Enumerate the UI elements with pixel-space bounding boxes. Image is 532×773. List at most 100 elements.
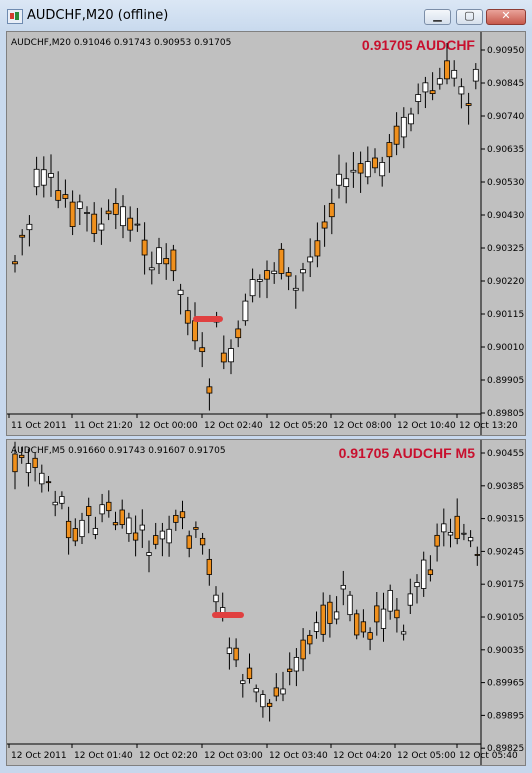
candle-body [236,329,241,338]
candle-body [40,473,45,484]
candle-body [435,535,440,546]
candle-body [26,464,31,473]
candle-body [147,553,152,556]
price-tick-label: 0.90845 [487,79,524,89]
candle-body [293,288,298,290]
candle-body [221,353,226,362]
candle-body [157,248,162,264]
price-tick-label: 0.90385 [487,482,524,492]
candle-body [73,528,78,540]
candle-body [227,648,232,654]
candle-body [34,169,39,186]
candle-body [85,213,90,214]
candle-body [241,681,246,684]
candle-body [437,79,442,84]
candle-body [153,536,158,545]
candle-body [13,454,18,472]
close-button[interactable]: ✕ [486,9,526,25]
candle-body [394,126,399,144]
candle-body [375,606,380,622]
price-tick-label: 0.90035 [487,646,524,656]
chart-m20-canvas[interactable]: AUDCHF,M20 0.91046 0.91743 0.90953 0.917… [7,32,525,435]
candle-body [250,280,255,296]
candle-body [281,689,286,694]
candle-body [314,623,319,632]
candle-body [401,117,406,137]
candle-body [60,497,65,504]
candle-body [351,170,356,172]
candle-body [70,202,75,226]
candle-body [127,518,131,534]
time-tick-label: 12 Oct 03:00 [204,751,263,761]
time-tick-label: 12 Oct 13:20 [459,421,518,431]
time-tick-label: 12 Oct 01:40 [74,751,133,761]
candle-body [113,523,118,525]
candle-body [149,268,154,270]
candle-body [107,502,112,510]
candle-body [164,258,169,263]
time-tick-label: 12 Oct 05:00 [397,751,456,761]
minimize-icon: ▁ [425,9,450,22]
time-tick-label: 12 Oct 2011 [11,751,67,761]
minimize-button[interactable]: ▁ [424,9,451,25]
candle-body [272,271,277,273]
candle-body [41,170,46,185]
candle-body [174,515,179,522]
candle-body [365,162,370,177]
time-tick-label: 11 Oct 21:20 [74,421,133,431]
candle-body [348,595,353,614]
candle-body [308,257,313,262]
chart-m5-info: AUDCHF,M5 0.91660 0.91743 0.91607 0.9170… [11,446,226,456]
time-tick-label: 12 Oct 05:40 [459,751,518,761]
candle-body [344,179,349,187]
chart-m5[interactable]: AUDCHF,M5 0.91660 0.91743 0.91607 0.9170… [6,439,526,766]
price-tick-label: 0.90455 [487,449,524,459]
candle-body [334,612,339,619]
maximize-button[interactable]: ▢ [456,9,483,25]
candle-body [254,689,259,692]
candle-body [187,536,192,548]
price-marker [212,612,244,618]
chart-m5-canvas[interactable]: AUDCHF,M5 0.91660 0.91743 0.91607 0.9170… [7,440,525,765]
candle-body [13,262,18,264]
time-tick-label: 11 Oct 2011 [11,421,67,431]
candle-body [49,174,54,178]
price-tick-label: 0.90315 [487,515,524,525]
candle-body [361,622,366,632]
candle-body [321,605,326,634]
candle-body [80,520,85,536]
title-bar[interactable]: AUDCHF,M20 (offline) ▁ ▢ ✕ [0,0,532,30]
price-tick-label: 0.90430 [487,211,524,221]
candle-body [207,387,212,393]
candle-body [380,162,385,175]
time-tick-label: 12 Oct 05:20 [269,421,328,431]
candle-body [106,211,111,214]
price-tick-label: 0.90105 [487,613,524,623]
candle-body [77,202,82,208]
chart-m20[interactable]: AUDCHF,M20 0.91046 0.91743 0.90953 0.917… [6,31,526,436]
candle-body [135,224,140,225]
candle-body [308,635,313,644]
candle-body [373,158,378,168]
candle-body [63,195,68,199]
candle-body [100,505,105,514]
price-tick-label: 0.89965 [487,679,524,689]
candle-body [466,104,471,106]
candle-body [56,191,61,201]
candle-body [171,250,176,271]
candle-body [395,610,400,618]
time-tick-label: 12 Oct 04:20 [333,751,392,761]
candle-body [27,224,32,229]
candle-body [128,218,133,230]
candle-body [287,669,292,672]
candle-body [358,164,363,174]
candle-body [475,554,480,555]
candle-body [92,214,97,233]
candle-body [267,703,272,706]
candle-body [214,595,219,602]
candle-body [294,657,299,671]
candle-body [301,640,306,659]
chart-m5-price-label: 0.91705 AUDCHF M5 [339,445,476,461]
candle-body [193,321,198,341]
candle-body [20,235,25,237]
